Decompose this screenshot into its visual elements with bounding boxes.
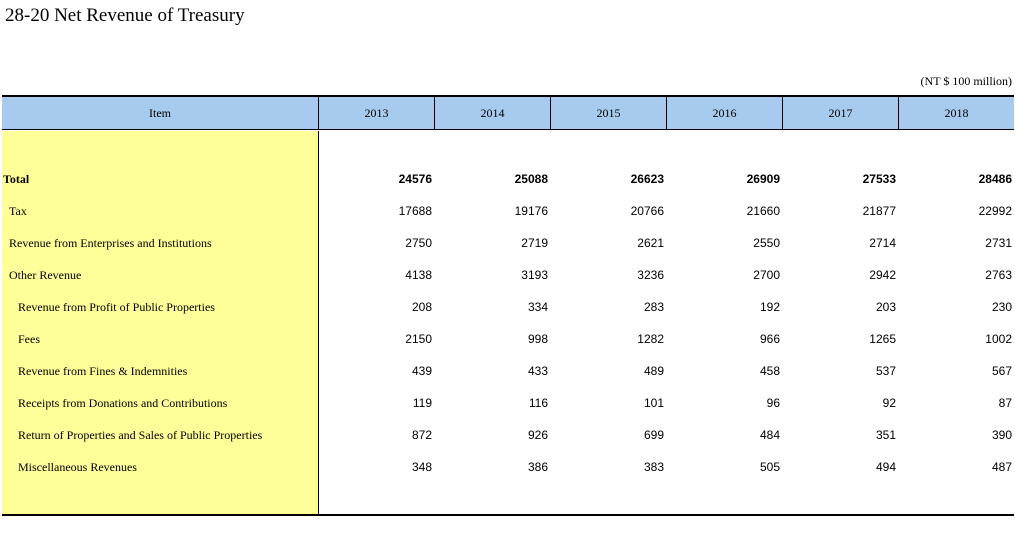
row-value: 92 [882,396,896,410]
row-value: 489 [643,364,664,378]
row-value: 2731 [985,236,1012,250]
row-value: 439 [411,364,432,378]
row-value: 433 [527,364,548,378]
row-value: 998 [527,332,548,346]
row-value: 22992 [978,204,1012,218]
row-value: 567 [991,364,1012,378]
row-value: 208 [411,300,432,314]
table-row: Revenue from Fines & Indemnities 439 433 48… [2,355,1014,387]
row-value: 26623 [630,172,664,186]
row-value: 699 [643,428,664,442]
row-label: Return of Properties and Sales of Public… [18,427,263,442]
row-label: Revenue from Enterprises and Institution… [9,235,212,250]
unit-label: (NT $ 100 million) [920,74,1012,88]
row-value: 966 [759,332,780,346]
row-value: 390 [991,428,1012,442]
row-label: Revenue from Profit of Public Properties [18,299,215,314]
table-body: Total 24576 25088 26623 26909 27533 28486 Tax 17… [2,163,1014,483]
header-year: 2016 [667,97,783,129]
header-year: 2017 [783,97,899,129]
row-value: 116 [528,396,548,410]
row-value: 25088 [514,172,548,186]
row-value: 119 [412,396,432,410]
row-value: 192 [759,300,780,314]
row-value: 230 [991,300,1012,314]
header-item: Item [2,97,319,129]
table-row: Fees 2150 998 1282 966 1265 1002 [2,323,1014,355]
page-title: 28-20 Net Revenue of Treasury [5,5,245,26]
row-label: Revenue from Fines & Indemnities [18,363,188,378]
row-value: 96 [766,396,780,410]
row-value: 17688 [398,204,432,218]
table-row: Miscellaneous Revenues 348 386 383 505 494 487 [2,451,1014,483]
row-value: 351 [875,428,896,442]
row-label: Fees [18,331,40,346]
row-value: 1282 [637,332,664,346]
row-value: 19176 [514,204,548,218]
table-row: Receipts from Donations and Contribution… [2,387,1014,419]
row-value: 101 [643,396,664,410]
row-value: 3193 [521,268,548,282]
row-value: 386 [527,460,548,474]
revenue-table: Item 2013 2014 2015 2016 2017 2018 Total… [2,95,1014,516]
row-value: 21877 [862,204,896,218]
row-value: 2714 [869,236,896,250]
header-year: 2018 [944,106,969,120]
row-value: 2763 [985,268,1012,282]
row-value: 2550 [753,236,780,250]
row-value: 20766 [630,204,664,218]
row-value: 926 [527,428,548,442]
row-label: Total [3,171,30,186]
table-row: Revenue from Enterprises and Institution… [2,227,1014,259]
row-value: 1265 [869,332,896,346]
row-value: 458 [759,364,780,378]
header-year: 2013 [319,97,435,129]
item-column-background [2,131,319,514]
row-value: 24576 [398,172,432,186]
row-value: 2150 [405,332,432,346]
table-row: Other Revenue 4138 3193 3236 2700 2942 2763 [2,259,1014,291]
row-value: 21660 [746,204,780,218]
row-value: 26909 [746,172,780,186]
table-row: Return of Properties and Sales of Public… [2,419,1014,451]
row-value: 872 [411,428,432,442]
row-value: 28486 [978,172,1012,186]
row-label: Miscellaneous Revenues [18,459,137,474]
row-value: 2750 [405,236,432,250]
row-value: 2942 [869,268,896,282]
row-value: 2700 [753,268,780,282]
row-value: 87 [998,396,1012,410]
row-value: 505 [759,460,780,474]
row-value: 348 [411,460,432,474]
table-row: Revenue from Profit of Public Properties… [2,291,1014,323]
row-value: 203 [875,300,896,314]
table-header: Item 2013 2014 2015 2016 2017 2018 [2,97,1014,130]
row-value: 537 [875,364,896,378]
row-label: Tax [9,203,27,218]
header-year: 2015 [551,97,667,129]
table-row: Tax 17688 19176 20766 21660 21877 22992 [2,195,1014,227]
row-label: Other Revenue [9,267,82,282]
table-row: Total 24576 25088 26623 26909 27533 28486 [2,163,1014,195]
row-value: 4138 [405,268,432,282]
row-value: 334 [527,300,548,314]
row-value: 494 [875,460,896,474]
row-value: 383 [643,460,664,474]
row-value: 27533 [862,172,896,186]
row-value: 2621 [637,236,664,250]
row-value: 283 [643,300,664,314]
row-value: 1002 [985,332,1012,346]
row-label: Receipts from Donations and Contribution… [18,395,228,410]
row-value: 2719 [521,236,548,250]
row-value: 487 [991,460,1012,474]
row-value: 484 [759,428,780,442]
header-year: 2014 [435,97,551,129]
row-value: 3236 [637,268,664,282]
